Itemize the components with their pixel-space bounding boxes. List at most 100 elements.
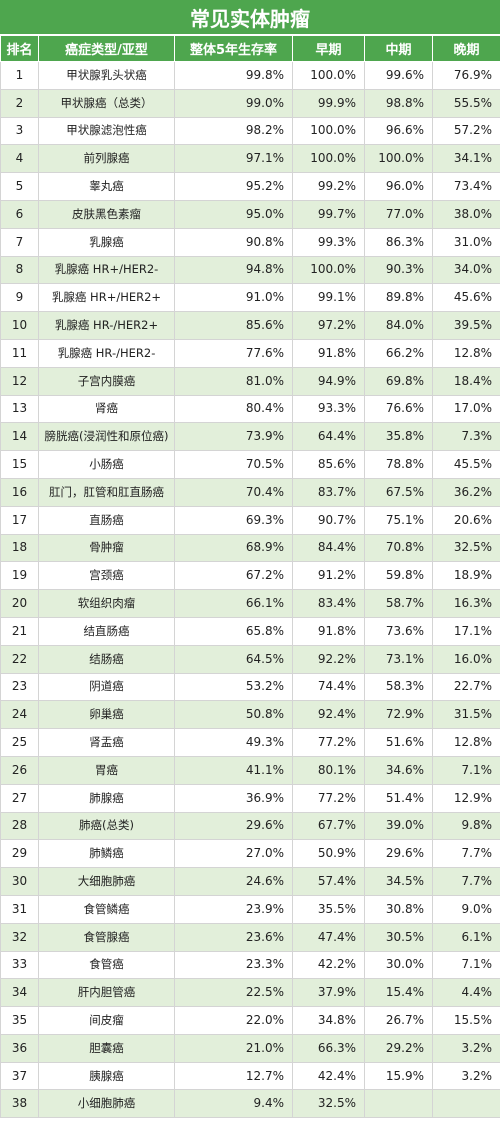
cancer-type-cell: 软组织肉瘤 xyxy=(38,589,175,618)
table-row: 16 肛门，肛管和肛直肠癌 70.4% 83.7% 67.5% 36.2% xyxy=(0,477,500,507)
overall-rate-cell: 91.0% xyxy=(174,283,293,313)
overall-rate-cell: 80.4% xyxy=(174,394,293,424)
middle-rate-cell: 90.3% xyxy=(364,255,433,285)
late-rate-cell: 16.3% xyxy=(432,589,500,618)
middle-rate-cell: 100.0% xyxy=(364,144,433,174)
late-rate-cell: 36.2% xyxy=(432,477,500,507)
overall-rate-cell: 65.8% xyxy=(174,616,293,646)
late-rate-cell: 9.8% xyxy=(432,811,500,841)
early-rate-cell: 91.8% xyxy=(292,338,365,368)
middle-rate-cell: 29.2% xyxy=(364,1033,433,1063)
rank-cell: 25 xyxy=(0,728,39,757)
header-cancer-type: 癌症类型/亚型 xyxy=(38,35,175,62)
cancer-type-cell: 阴道癌 xyxy=(38,672,175,702)
middle-rate-cell: 30.0% xyxy=(364,950,433,980)
early-rate-cell: 90.7% xyxy=(292,505,365,535)
middle-rate-cell: 39.0% xyxy=(364,811,433,841)
rank-cell: 3 xyxy=(0,116,39,146)
table-row: 12 子宫内膜癌 81.0% 94.9% 69.8% 18.4% xyxy=(0,366,500,396)
middle-rate-cell: 29.6% xyxy=(364,839,433,869)
cancer-type-cell: 睾丸癌 xyxy=(38,172,175,201)
late-rate-cell: 32.5% xyxy=(432,533,500,563)
overall-rate-cell: 70.5% xyxy=(174,450,293,479)
late-rate-cell: 55.5% xyxy=(432,88,500,118)
rank-cell: 1 xyxy=(0,61,39,90)
rank-cell: 36 xyxy=(0,1033,39,1063)
middle-rate-cell: 34.6% xyxy=(364,755,433,785)
overall-rate-cell: 73.9% xyxy=(174,422,293,452)
early-rate-cell: 34.8% xyxy=(292,1006,365,1035)
cancer-type-cell: 前列腺癌 xyxy=(38,144,175,174)
cancer-type-cell: 胃癌 xyxy=(38,755,175,785)
late-rate-cell: 45.5% xyxy=(432,450,500,479)
early-rate-cell: 77.2% xyxy=(292,728,365,757)
table-row: 6 皮肤黑色素瘤 95.0% 99.7% 77.0% 38.0% xyxy=(0,199,500,229)
header-early: 早期 xyxy=(292,35,365,62)
overall-rate-cell: 22.5% xyxy=(174,978,293,1008)
overall-rate-cell: 36.9% xyxy=(174,783,293,813)
late-rate-cell: 22.7% xyxy=(432,672,500,702)
table-row: 5 睾丸癌 95.2% 99.2% 96.0% 73.4% xyxy=(0,172,500,201)
overall-rate-cell: 23.9% xyxy=(174,894,293,924)
rank-cell: 22 xyxy=(0,644,39,674)
cancer-type-cell: 卵巢癌 xyxy=(38,700,175,730)
overall-rate-cell: 69.3% xyxy=(174,505,293,535)
late-rate-cell: 12.8% xyxy=(432,728,500,757)
cancer-type-cell: 胆囊癌 xyxy=(38,1033,175,1063)
late-rate-cell: 31.0% xyxy=(432,227,500,257)
late-rate-cell: 9.0% xyxy=(432,894,500,924)
table-row: 34 肝内胆管癌 22.5% 37.9% 15.4% 4.4% xyxy=(0,978,500,1008)
cancer-type-cell: 皮肤黑色素瘤 xyxy=(38,199,175,229)
table-row: 18 骨肿瘤 68.9% 84.4% 70.8% 32.5% xyxy=(0,533,500,563)
rank-cell: 9 xyxy=(0,283,39,313)
overall-rate-cell: 81.0% xyxy=(174,366,293,396)
cancer-type-cell: 肺癌(总类) xyxy=(38,811,175,841)
early-rate-cell: 99.2% xyxy=(292,172,365,201)
middle-rate-cell: 58.3% xyxy=(364,672,433,702)
rank-cell: 11 xyxy=(0,338,39,368)
cancer-type-cell: 膀胱癌(浸润性和原位癌) xyxy=(38,422,175,452)
middle-rate-cell: 76.6% xyxy=(364,394,433,424)
early-rate-cell: 47.4% xyxy=(292,922,365,952)
table-row: 31 食管鳞癌 23.9% 35.5% 30.8% 9.0% xyxy=(0,894,500,924)
cancer-type-cell: 甲状腺乳头状癌 xyxy=(38,61,175,90)
late-rate-cell: 20.6% xyxy=(432,505,500,535)
middle-rate-cell: 30.8% xyxy=(364,894,433,924)
cancer-type-cell: 胰腺癌 xyxy=(38,1061,175,1091)
middle-rate-cell: 58.7% xyxy=(364,589,433,618)
rank-cell: 35 xyxy=(0,1006,39,1035)
header-overall-5yr: 整体5年生存率 xyxy=(174,35,293,62)
rank-cell: 19 xyxy=(0,561,39,591)
early-rate-cell: 99.1% xyxy=(292,283,365,313)
cancer-type-cell: 乳腺癌 HR+/HER2+ xyxy=(38,283,175,313)
cancer-type-cell: 肝内胆管癌 xyxy=(38,978,175,1008)
table-row: 20 软组织肉瘤 66.1% 83.4% 58.7% 16.3% xyxy=(0,589,500,618)
late-rate-cell: 12.8% xyxy=(432,338,500,368)
early-rate-cell: 35.5% xyxy=(292,894,365,924)
table-row: 4 前列腺癌 97.1% 100.0% 100.0% 34.1% xyxy=(0,144,500,174)
early-rate-cell: 97.2% xyxy=(292,311,365,340)
header-row: 排名 癌症类型/亚型 整体5年生存率 早期 中期 晚期 xyxy=(0,35,500,62)
table-row: 15 小肠癌 70.5% 85.6% 78.8% 45.5% xyxy=(0,450,500,479)
table-row: 14 膀胱癌(浸润性和原位癌) 73.9% 64.4% 35.8% 7.3% xyxy=(0,422,500,452)
table-row: 8 乳腺癌 HR+/HER2- 94.8% 100.0% 90.3% 34.0% xyxy=(0,255,500,285)
rank-cell: 14 xyxy=(0,422,39,452)
rank-cell: 29 xyxy=(0,839,39,869)
late-rate-cell: 34.1% xyxy=(432,144,500,174)
table-row: 36 胆囊癌 21.0% 66.3% 29.2% 3.2% xyxy=(0,1033,500,1063)
rank-cell: 12 xyxy=(0,366,39,396)
cancer-type-cell: 甲状腺滤泡性癌 xyxy=(38,116,175,146)
rank-cell: 23 xyxy=(0,672,39,702)
early-rate-cell: 42.2% xyxy=(292,950,365,980)
cancer-type-cell: 肺腺癌 xyxy=(38,783,175,813)
rank-cell: 4 xyxy=(0,144,39,174)
cancer-type-cell: 乳腺癌 HR-/HER2- xyxy=(38,338,175,368)
middle-rate-cell: 51.6% xyxy=(364,728,433,757)
late-rate-cell: 4.4% xyxy=(432,978,500,1008)
table-row: 24 卵巢癌 50.8% 92.4% 72.9% 31.5% xyxy=(0,700,500,730)
cancer-type-cell: 乳腺癌 xyxy=(38,227,175,257)
survival-rate-table: 排名 癌症类型/亚型 整体5年生存率 早期 中期 晚期 1 甲状腺乳头状癌 9 9.8… xyxy=(0,35,500,1119)
late-rate-cell: 57.2% xyxy=(432,116,500,146)
late-rate-cell: 39.5% xyxy=(432,311,500,340)
overall-rate-cell: 12.7% xyxy=(174,1061,293,1091)
